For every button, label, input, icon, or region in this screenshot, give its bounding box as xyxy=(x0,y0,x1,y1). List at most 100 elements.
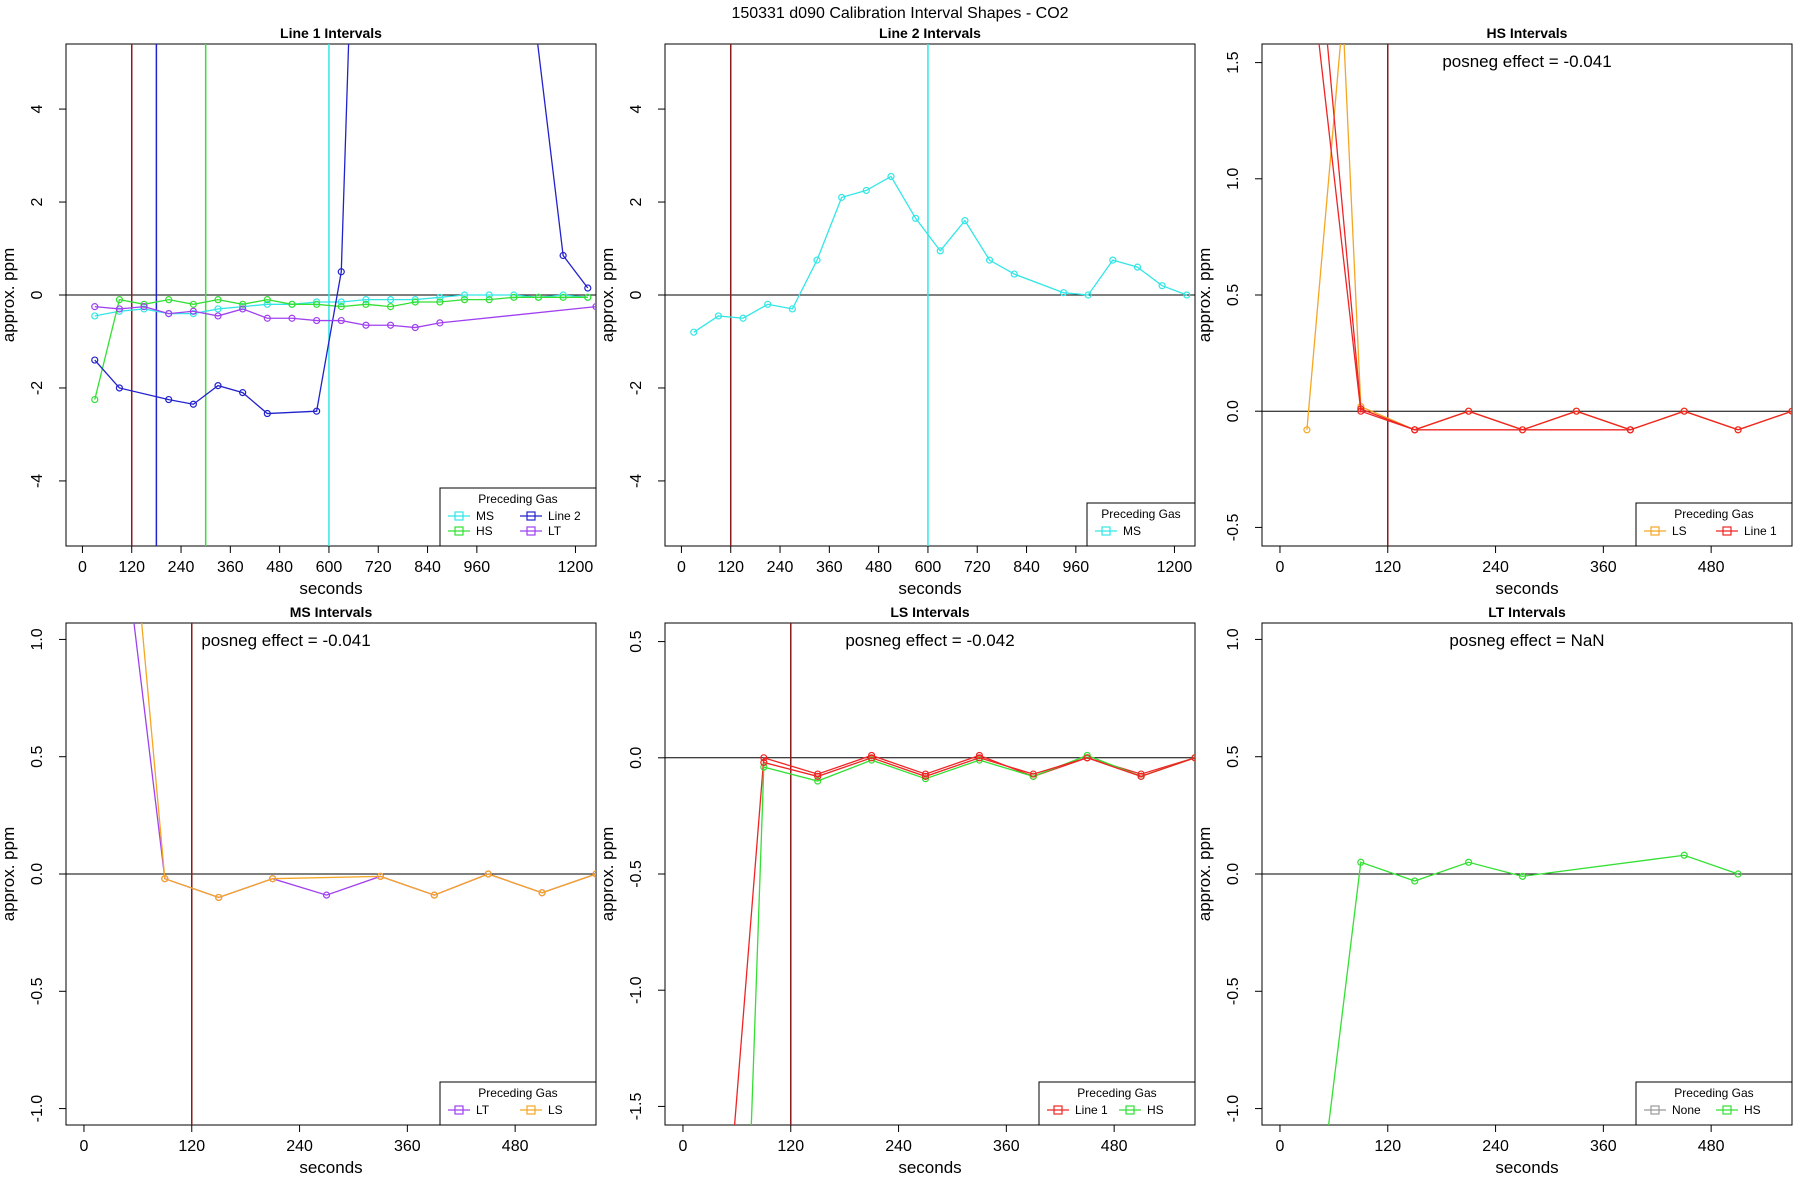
plot-area xyxy=(1262,44,1792,546)
data-point xyxy=(1322,1152,1328,1158)
data-point xyxy=(430,891,438,899)
plot-area xyxy=(1262,851,1792,1158)
data-point xyxy=(912,214,920,222)
data-point xyxy=(1680,407,1688,415)
data-point xyxy=(140,300,148,308)
data-point xyxy=(263,296,271,304)
x-tick-label: 480 xyxy=(266,559,293,576)
data-point xyxy=(189,309,197,318)
data-point xyxy=(263,314,271,322)
y-tick-label: 0 xyxy=(628,290,645,299)
data-point xyxy=(485,291,493,299)
y-tick-label: -1.0 xyxy=(1225,1095,1242,1123)
legend-title: Preceding Gas xyxy=(478,1086,557,1100)
data-point xyxy=(584,284,592,292)
x-tick-label: 360 xyxy=(1590,1138,1617,1155)
legend-marker xyxy=(454,511,464,521)
x-tick-label: 0 xyxy=(78,559,87,576)
x-tick-label: 480 xyxy=(1698,559,1725,576)
data-point xyxy=(1010,270,1018,278)
legend: Preceding Gas LS Line 1 xyxy=(1635,502,1793,547)
data-point xyxy=(1059,289,1068,297)
data-point xyxy=(189,400,197,408)
data-point xyxy=(760,758,768,767)
data-point xyxy=(460,291,469,299)
series-line-line-1 xyxy=(1318,44,1631,431)
x-tick-label: 480 xyxy=(502,1138,529,1155)
x-tick-label: 120 xyxy=(717,559,744,576)
data-point xyxy=(263,300,271,308)
legend-marker xyxy=(1722,526,1732,536)
x-tick-label: 960 xyxy=(464,559,491,576)
data-point xyxy=(1734,870,1742,878)
annotation: posneg effect = -0.041 xyxy=(201,631,370,650)
x-axis-label: seconds xyxy=(299,579,362,598)
legend-label: LS xyxy=(548,1103,563,1117)
y-tick-label: 2 xyxy=(29,197,46,206)
data-point xyxy=(985,256,994,264)
y-tick-label: 1.0 xyxy=(29,628,46,650)
legend-marker xyxy=(1650,1105,1660,1115)
y-tick-label: -1.0 xyxy=(628,976,645,1004)
x-tick-label: 240 xyxy=(1482,1138,1509,1155)
y-tick-label: 0.5 xyxy=(1225,745,1242,767)
data-point xyxy=(714,312,723,320)
data-point xyxy=(1357,407,1365,415)
x-tick-label: 480 xyxy=(865,559,892,576)
data-point xyxy=(288,314,296,322)
legend-label: Line 1 xyxy=(1075,1103,1108,1117)
data-point xyxy=(214,382,222,390)
data-point xyxy=(538,889,546,897)
data-point xyxy=(814,777,822,785)
legend-label: Line 2 xyxy=(548,509,581,523)
legend-title: Preceding Gas xyxy=(1101,507,1180,521)
y-tick-label: 1.0 xyxy=(1225,168,1242,190)
series-line-hs xyxy=(750,754,1195,1125)
data-point xyxy=(1680,851,1688,859)
y-tick-label: -0.5 xyxy=(628,860,645,888)
data-point xyxy=(1083,754,1091,762)
data-point xyxy=(214,296,222,304)
data-point xyxy=(961,217,969,225)
legend-title: Preceding Gas xyxy=(1077,1086,1156,1100)
series-line-lt xyxy=(94,305,596,329)
plot-frame xyxy=(664,622,1196,1126)
x-axis-label: seconds xyxy=(898,579,961,598)
panel-title: MS Intervals xyxy=(290,604,373,620)
data-point xyxy=(436,298,444,306)
data-point xyxy=(161,875,169,883)
x-tick-label: 840 xyxy=(414,559,441,576)
panel-title: Line 1 Intervals xyxy=(280,25,382,41)
legend-title: Preceding Gas xyxy=(1674,507,1753,521)
legend: Preceding Gas None HS xyxy=(1635,1081,1793,1126)
plot-area xyxy=(665,623,1195,1125)
data-point xyxy=(269,875,277,883)
panel-title: LS Intervals xyxy=(890,604,970,620)
data-point xyxy=(386,296,395,304)
data-point xyxy=(411,323,419,332)
plot-area xyxy=(66,623,596,1125)
legend-marker xyxy=(454,1105,464,1115)
data-point xyxy=(838,193,846,201)
legend-label: Line 1 xyxy=(1744,524,1777,538)
data-point xyxy=(436,319,444,327)
y-axis-label: approx. ppm xyxy=(598,248,617,343)
x-tick-label: 240 xyxy=(767,559,794,576)
data-point xyxy=(263,409,271,418)
data-point xyxy=(165,296,173,304)
legend: Preceding Gas LT LS xyxy=(439,1081,597,1126)
legend-label: HS xyxy=(1744,1103,1761,1117)
data-point xyxy=(559,251,567,260)
y-tick-label: 0 xyxy=(29,290,46,299)
data-point xyxy=(362,300,370,308)
data-point xyxy=(1465,858,1473,866)
x-axis-label: seconds xyxy=(898,1158,961,1177)
data-point xyxy=(690,328,698,336)
y-tick-label: 0.0 xyxy=(628,747,645,769)
data-point xyxy=(460,296,469,304)
x-tick-label: 120 xyxy=(1374,559,1401,576)
legend-marker xyxy=(526,1105,536,1115)
data-point xyxy=(1626,426,1634,434)
data-point xyxy=(484,870,492,878)
data-point xyxy=(1357,858,1365,866)
